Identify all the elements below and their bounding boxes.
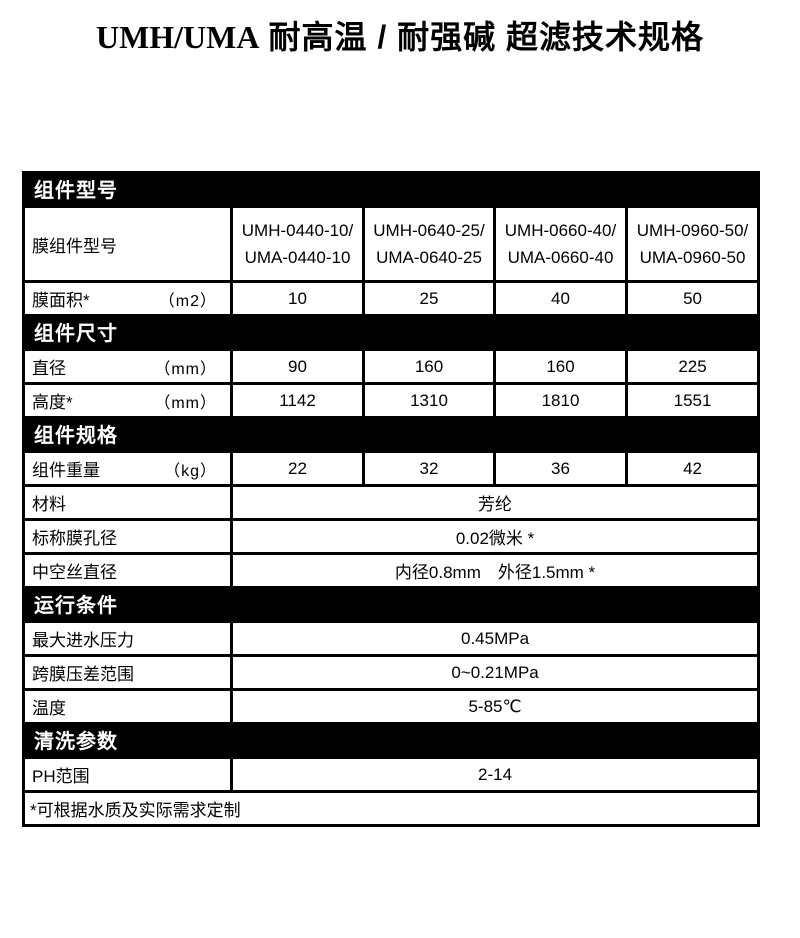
label-cell: 标称膜孔径 xyxy=(22,518,233,555)
section-row-module-specs: 组件规格 xyxy=(21,416,761,453)
row-label: 膜面积* xyxy=(32,291,90,310)
section-header: 清洗参数 xyxy=(21,722,761,759)
model-line: UMH-0640-25/ xyxy=(373,221,485,240)
model-cell: UMH-0440-10/ UMA-0440-10 xyxy=(230,205,365,283)
merged-value-cell: 0.45MPa xyxy=(229,620,761,657)
row-label: 中空丝直径 xyxy=(32,563,117,582)
table-row-hollow-fiber-diameter: 中空丝直径 内径0.8mm 外径1.5mm * xyxy=(22,552,761,589)
value-cell: 22 xyxy=(230,450,365,487)
merged-value-cell: 0.02微米 * xyxy=(229,518,761,555)
table-row-ph-range: PH范围 2-14 xyxy=(22,756,761,793)
row-label: 材料 xyxy=(32,495,66,514)
value-cell: 32 xyxy=(362,450,496,487)
value-cell: 1551 xyxy=(624,382,761,419)
value-cell: 225 xyxy=(624,348,761,385)
section-row-operating-conditions: 运行条件 xyxy=(21,586,761,623)
table-row-membrane-module-model: 膜组件型号 UMH-0440-10/ UMA-0440-10 UMH-0640-… xyxy=(22,205,761,283)
label-cell: 跨膜压差范围 xyxy=(22,654,233,691)
title-model-series: UMH/UMA xyxy=(95,19,260,55)
value-cell: 1142 xyxy=(230,382,365,419)
model-line: UMA-0960-50 xyxy=(639,248,746,267)
value-cell: 42 xyxy=(624,450,761,487)
label-cell: 材料 xyxy=(22,484,233,521)
row-label: 最大进水压力 xyxy=(32,631,134,650)
spec-table: 组件型号 膜组件型号 UMH-0440-10/ UMA-0440-10 UMH-… xyxy=(21,171,761,827)
value-cell: 50 xyxy=(624,280,761,317)
row-label: 直径 xyxy=(32,359,66,378)
value-cell: 36 xyxy=(493,450,628,487)
value-cell: 40 xyxy=(493,280,628,317)
value-cell: 90 xyxy=(230,348,365,385)
merged-value-cell: 0~0.21MPa xyxy=(229,654,761,691)
table-row-module-weight: 组件重量 （kg） 22 32 36 42 xyxy=(22,450,761,487)
row-label: 温度 xyxy=(32,699,66,718)
merged-value-cell: 5-85℃ xyxy=(229,688,761,725)
label-cell: 膜面积* （m2） xyxy=(22,280,233,317)
footnote: *可根据水质及实际需求定制 xyxy=(21,790,761,827)
row-label: 膜组件型号 xyxy=(32,236,117,256)
merged-value-cell: 芳纶 xyxy=(229,484,761,521)
value-cell: 1310 xyxy=(362,382,496,419)
model-line: UMH-0440-10/ xyxy=(241,221,354,240)
value-cell: 10 xyxy=(230,280,365,317)
label-cell: 中空丝直径 xyxy=(22,552,233,589)
value-cell: 160 xyxy=(493,348,628,385)
row-unit: （mm） xyxy=(154,394,217,412)
table-row-material: 材料 芳纶 xyxy=(22,484,761,521)
label-cell: 最大进水压力 xyxy=(22,620,233,657)
row-label: 跨膜压差范围 xyxy=(32,665,134,684)
table-row-footnote: *可根据水质及实际需求定制 xyxy=(21,790,761,827)
row-label: 组件重量 xyxy=(32,461,100,480)
section-header: 组件规格 xyxy=(21,416,761,453)
merged-value-cell: 2-14 xyxy=(229,756,761,793)
section-header: 运行条件 xyxy=(21,586,761,623)
table-row-tmp-range: 跨膜压差范围 0~0.21MPa xyxy=(22,654,761,691)
model-line: UMA-0660-40 xyxy=(507,248,614,267)
table-row-nominal-pore-size: 标称膜孔径 0.02微米 * xyxy=(22,518,761,555)
label-cell: 膜组件型号 xyxy=(22,205,233,283)
table-row-height: 高度* （mm） 1142 1310 1810 1551 xyxy=(22,382,761,419)
table-row-membrane-area: 膜面积* （m2） 10 25 40 50 xyxy=(22,280,761,317)
model-line: UMA-0440-10 xyxy=(244,248,351,267)
label-cell: 高度* （mm） xyxy=(22,382,233,419)
section-header: 组件型号 xyxy=(21,171,761,208)
row-label: 高度* xyxy=(32,393,73,412)
value-cell: 25 xyxy=(362,280,496,317)
section-row-module-dimensions: 组件尺寸 xyxy=(21,314,761,351)
section-row-module-model: 组件型号 xyxy=(21,171,761,208)
row-unit: （m2） xyxy=(158,292,217,310)
row-label: PH范围 xyxy=(32,767,90,786)
row-unit: （mm） xyxy=(154,360,217,378)
merged-value-cell: 内径0.8mm 外径1.5mm * xyxy=(229,552,761,589)
model-cell: UMH-0640-25/ UMA-0640-25 xyxy=(362,205,496,283)
model-line: UMH-0960-50/ xyxy=(636,221,749,240)
value-cell: 160 xyxy=(362,348,496,385)
title-description: 耐高温 / 耐强碱 超滤技术规格 xyxy=(268,19,705,55)
value-cell: 1810 xyxy=(493,382,628,419)
table-row-temperature: 温度 5-85℃ xyxy=(22,688,761,725)
row-label: 标称膜孔径 xyxy=(32,529,117,548)
page-title: UMH/UMA 耐高温 / 耐强碱 超滤技术规格 xyxy=(0,12,800,58)
table-row-max-feed-pressure: 最大进水压力 0.45MPa xyxy=(22,620,761,657)
label-cell: PH范围 xyxy=(22,756,233,793)
model-line: UMA-0640-25 xyxy=(376,248,482,267)
label-cell: 温度 xyxy=(22,688,233,725)
row-unit: （kg） xyxy=(164,462,217,480)
model-cell: UMH-0960-50/ UMA-0960-50 xyxy=(624,205,761,283)
label-cell: 组件重量 （kg） xyxy=(22,450,233,487)
model-cell: UMH-0660-40/ UMA-0660-40 xyxy=(493,205,628,283)
label-cell: 直径 （mm） xyxy=(22,348,233,385)
table-row-diameter: 直径 （mm） 90 160 160 225 xyxy=(22,348,761,385)
section-row-cleaning-parameters: 清洗参数 xyxy=(21,722,761,759)
section-header: 组件尺寸 xyxy=(21,314,761,351)
model-line: UMH-0660-40/ xyxy=(504,221,617,240)
